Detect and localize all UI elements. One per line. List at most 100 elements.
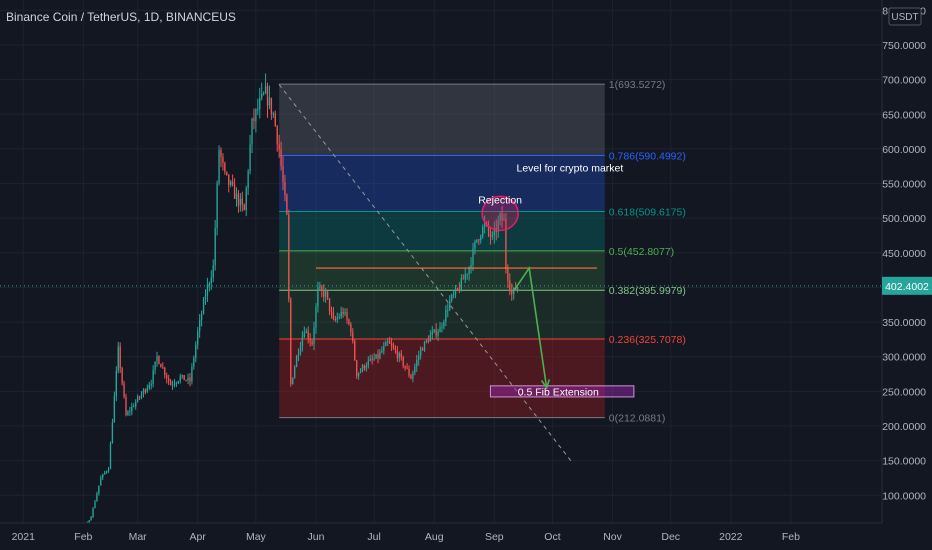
candle-body xyxy=(499,213,501,221)
x-tick-label: Nov xyxy=(603,531,622,543)
candlestick-series xyxy=(22,73,519,540)
projection-arrow-head xyxy=(540,379,551,390)
fib-zone xyxy=(279,155,605,212)
candle-body xyxy=(167,378,170,381)
candle-body xyxy=(487,224,490,232)
candle-body xyxy=(408,368,410,376)
candle-body xyxy=(146,388,149,392)
candle-body xyxy=(270,97,273,114)
candle-body xyxy=(288,214,290,300)
candle-body xyxy=(336,317,338,320)
candle-body xyxy=(103,472,106,475)
candle-body xyxy=(491,234,494,237)
candle-body xyxy=(456,288,459,290)
candle-body xyxy=(264,86,267,94)
candle-body xyxy=(464,274,466,280)
candle-body xyxy=(396,351,399,358)
currency-badge[interactable]: USDT xyxy=(888,7,922,26)
candle-body xyxy=(497,220,499,232)
candle-body xyxy=(400,353,402,358)
candle-body xyxy=(117,346,119,371)
candle-body xyxy=(388,341,391,344)
price-axis[interactable]: 800.0000750.0000700.0000650.0000600.0000… xyxy=(881,0,932,523)
candle-body xyxy=(280,149,282,167)
candle-body xyxy=(468,267,470,274)
candle-body xyxy=(297,353,300,356)
candle-body xyxy=(359,370,362,373)
candle-body xyxy=(299,346,302,354)
candle-body xyxy=(233,184,236,199)
candle-body xyxy=(212,265,214,278)
candle-body xyxy=(189,377,191,382)
candle-body xyxy=(129,411,131,413)
drawings-layer[interactable]: Level for crypto market Rejection 0.5 Fib … xyxy=(0,84,882,463)
candle-body xyxy=(425,340,428,342)
candle-body xyxy=(439,327,441,333)
candle-body xyxy=(202,299,205,314)
candle-body xyxy=(261,93,263,99)
candle-body xyxy=(272,113,275,115)
candle-body xyxy=(324,291,327,297)
current-price-label: 402.4002 xyxy=(885,281,929,293)
candle-body xyxy=(441,326,443,328)
fibonacci-retracement[interactable]: 1(693.5272) 0.786(590.4992) 0.618(509.6175… xyxy=(279,79,686,425)
x-tick-label: Mar xyxy=(129,531,148,543)
candle-body xyxy=(290,299,292,385)
candle-body xyxy=(398,353,401,358)
candle-body xyxy=(133,406,135,408)
fib-zone xyxy=(279,338,605,418)
candle-body xyxy=(326,291,329,299)
candle-body xyxy=(466,273,468,275)
time-axis[interactable]: 2021 Feb Mar Apr May Jun Jul Aug Sep Oct Nov Dec 202… xyxy=(0,522,932,550)
candle-body xyxy=(373,358,375,360)
candle-body xyxy=(390,343,393,346)
x-tick-label: Apr xyxy=(190,531,207,543)
projection-arrow-path xyxy=(513,265,548,389)
candle-body xyxy=(150,383,152,386)
candle-body xyxy=(90,516,92,521)
x-tick-label: Feb xyxy=(74,531,92,543)
chart-annotation: 0.5 Fib Extension xyxy=(518,386,599,398)
candle-body xyxy=(354,341,356,361)
fib-extension-box xyxy=(489,385,635,398)
chart-annotation: Rejection xyxy=(478,195,522,207)
candle-body xyxy=(226,171,228,175)
candle-body xyxy=(472,248,474,265)
candle-body xyxy=(449,300,451,310)
candle-body xyxy=(412,372,414,379)
candle-body xyxy=(200,313,203,320)
candle-body xyxy=(193,357,195,367)
candle-body xyxy=(501,213,503,221)
candle-body xyxy=(268,97,271,106)
candle-body xyxy=(136,396,139,402)
candle-body xyxy=(224,162,226,172)
y-tick-label: 650.0000 xyxy=(882,109,926,121)
y-tick-label: 750.0000 xyxy=(882,40,926,52)
candle-body xyxy=(447,309,449,311)
candle-body xyxy=(474,242,476,249)
candle-body xyxy=(478,239,480,241)
candle-body xyxy=(166,375,168,379)
candle-body xyxy=(107,469,110,472)
candle-body xyxy=(171,384,174,386)
candle-body xyxy=(503,219,505,221)
candle-body xyxy=(437,332,439,336)
candle-body xyxy=(352,332,354,342)
candle-body xyxy=(445,310,447,322)
candle-body xyxy=(387,341,389,343)
y-tick-label: 350.0000 xyxy=(882,317,926,329)
candle-body xyxy=(332,312,335,320)
candle-body xyxy=(278,144,280,150)
candle-body xyxy=(179,376,181,382)
fib-level-label: 0.786(590.4992) xyxy=(609,151,686,163)
y-tick-label: 700.0000 xyxy=(882,75,926,87)
fib-level-label: 0.618(509.6175) xyxy=(609,207,686,219)
fib-level-label: 1(693.5272) xyxy=(609,79,666,91)
y-tick-label: 100.0000 xyxy=(882,490,926,502)
candle-body xyxy=(402,357,404,366)
candle-body xyxy=(454,288,457,294)
candle-body xyxy=(195,344,197,358)
candle-body xyxy=(164,367,166,376)
candle-body xyxy=(198,319,201,332)
